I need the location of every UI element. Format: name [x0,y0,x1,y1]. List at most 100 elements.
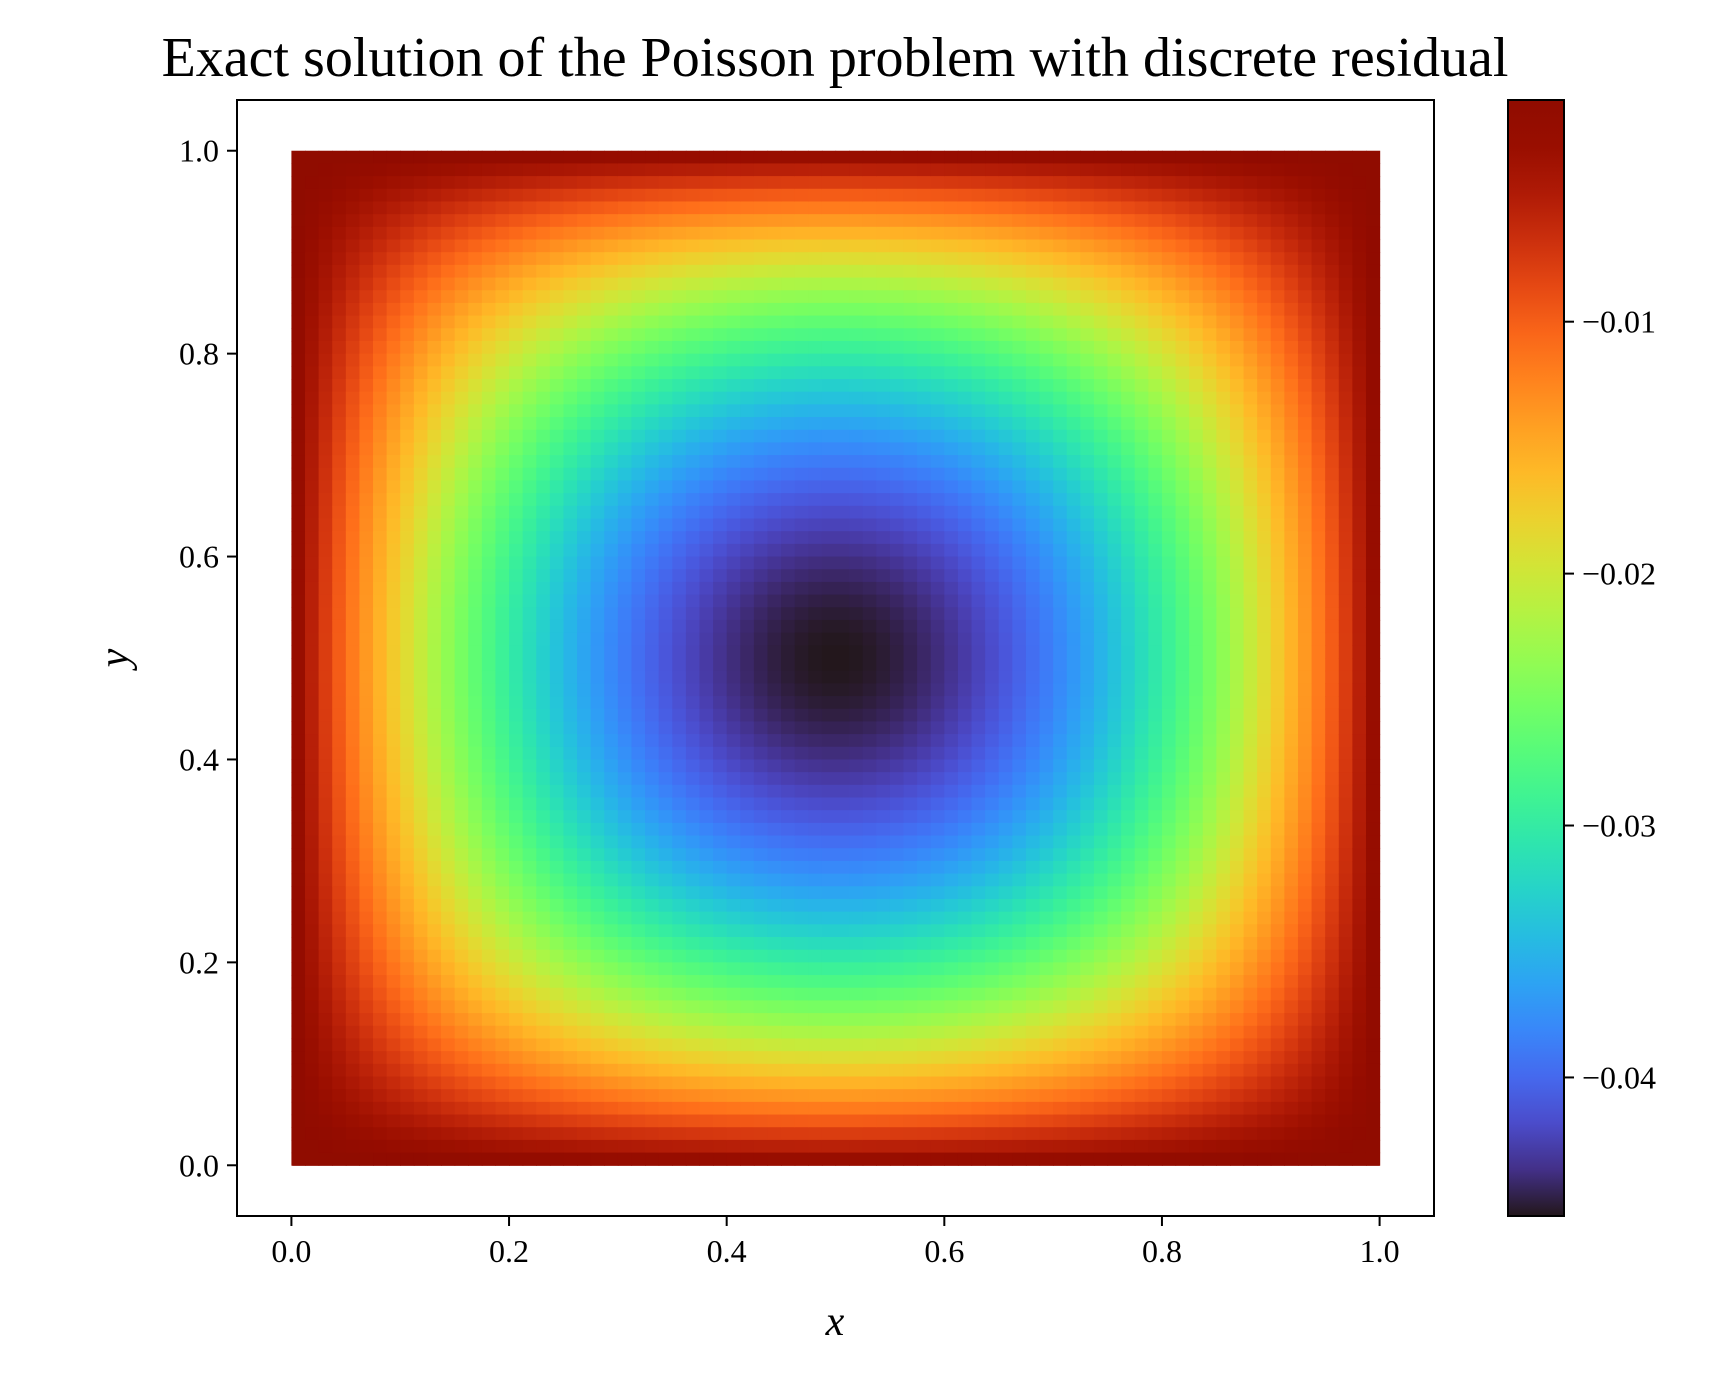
heatmap-cell [849,556,864,570]
heatmap-cell [413,1127,429,1141]
heatmap-cell [522,594,537,608]
heatmap-cell [617,721,633,735]
heatmap-cell [454,1051,469,1065]
heatmap-cell [617,658,633,672]
heatmap-cell [617,1076,633,1090]
heatmap-cell [522,1139,537,1154]
heatmap-cell [305,556,320,570]
heatmap-cell [917,594,932,608]
heatmap-cell [794,442,809,456]
heatmap-cell [386,898,401,913]
heatmap-cell [590,1076,605,1090]
heatmap-cell [590,252,605,266]
heatmap-cell [672,1076,687,1090]
heatmap-cell [685,328,701,342]
heatmap-cell [291,1089,306,1103]
heatmap-cell [971,176,986,190]
heatmap-cell [821,277,837,291]
heatmap-cell [930,1101,945,1116]
heatmap-cell [617,417,633,431]
heatmap-cell [1134,467,1149,482]
heatmap-cell [577,188,592,203]
heatmap-cell [386,163,401,177]
heatmap-cell [862,734,877,748]
heatmap-cell [590,873,605,887]
heatmap-cell [794,873,809,887]
heatmap-cell [631,696,646,710]
heatmap-cell [604,569,619,583]
heatmap-cell [1080,937,1095,951]
heatmap-cell [985,455,1000,469]
heatmap-cell [685,759,701,773]
heatmap-cell [1039,264,1054,279]
heatmap-cell [835,543,850,558]
heatmap-cell [767,1025,782,1040]
heatmap-cell [318,442,333,456]
heatmap-cell [699,1000,714,1014]
heatmap-cell [386,721,401,735]
heatmap-cell [903,810,918,824]
heatmap-cell [1039,467,1054,482]
heatmap-cell [672,353,687,367]
heatmap-cell [876,810,891,824]
heatmap-cell [645,315,660,329]
heatmap-cell [753,379,769,393]
heatmap-cell [1025,1127,1041,1141]
heatmap-cell [985,746,1000,761]
heatmap-cell [1025,784,1041,799]
heatmap-cell [713,949,728,963]
heatmap-cell [590,1089,605,1103]
heatmap-cell [985,645,1000,659]
heatmap-cell [617,543,633,558]
heatmap-cell [957,201,973,215]
heatmap-cell [835,937,850,951]
heatmap-cell [509,1114,524,1128]
heatmap-cell [522,543,537,558]
heatmap-cell [522,696,537,710]
heatmap-cell [862,176,877,190]
heatmap-cell [305,949,320,963]
heatmap-cell [590,480,605,494]
heatmap-cell [495,505,510,520]
heatmap-cell [862,455,877,469]
heatmap-cell [549,226,565,241]
heatmap-cell [876,822,891,837]
heatmap-cell [413,784,429,799]
heatmap-cell [1093,1152,1109,1166]
heatmap-cell [944,214,959,228]
heatmap-cell [318,353,333,367]
heatmap-cell [971,340,986,355]
heatmap-cell [481,315,497,329]
heatmap-cell [495,480,510,494]
heatmap-cell [658,1063,673,1078]
heatmap-cell [413,1139,429,1154]
heatmap-cell [781,1101,796,1116]
heatmap-cell [781,708,796,723]
heatmap-cell [563,898,578,913]
heatmap-cell [1080,1063,1095,1078]
heatmap-cell [685,379,701,393]
heatmap-cell [917,1000,932,1014]
heatmap-cell [876,531,891,545]
heatmap-cell [998,683,1013,697]
heatmap-cell [604,455,619,469]
heatmap-cell [889,328,905,342]
heatmap-cell [1012,911,1027,925]
heatmap-cell [1107,226,1122,241]
heatmap-cell [413,835,429,849]
heatmap-cell [291,924,306,938]
heatmap-cell [645,264,660,279]
heatmap-cell [441,607,456,621]
heatmap-cell [1121,188,1136,203]
heatmap-cell [835,277,850,291]
heatmap-cell [604,797,619,811]
heatmap-cell [713,176,728,190]
heatmap-cell [359,340,374,355]
heatmap-cell [481,201,497,215]
heatmap-cell [577,658,592,672]
heatmap-cell [849,480,864,494]
heatmap-cell [318,277,333,291]
heatmap-cell [373,201,388,215]
heatmap-cell [631,404,646,418]
heatmap-cell [821,429,837,444]
